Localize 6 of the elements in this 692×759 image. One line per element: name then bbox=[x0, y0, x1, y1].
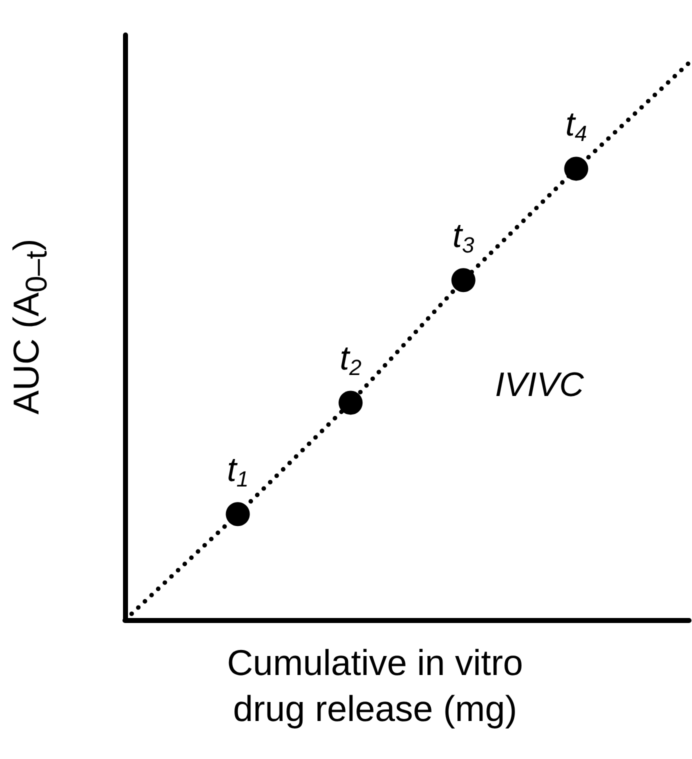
annotation: IVIVC bbox=[495, 366, 584, 404]
point bbox=[338, 390, 363, 415]
point bbox=[451, 268, 476, 292]
point bbox=[564, 156, 588, 181]
x-axis-title: Cumulative in vitro drug release (mg) bbox=[226, 641, 524, 731]
point bbox=[226, 502, 250, 526]
